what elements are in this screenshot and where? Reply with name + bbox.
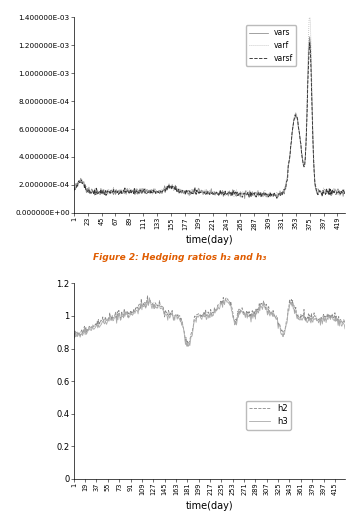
h3 bbox=[185, 343, 189, 349]
h2 bbox=[304, 318, 308, 325]
vars bbox=[80, 178, 84, 184]
vars bbox=[324, 190, 328, 196]
h3 bbox=[147, 295, 152, 301]
h2 bbox=[324, 315, 328, 321]
vars bbox=[83, 183, 87, 189]
h2 bbox=[83, 329, 87, 335]
vars bbox=[243, 195, 247, 201]
vars bbox=[343, 189, 347, 196]
X-axis label: time(day): time(day) bbox=[186, 501, 233, 511]
h2 bbox=[145, 293, 150, 299]
h2 bbox=[186, 343, 190, 349]
varsf bbox=[275, 195, 279, 201]
varsf bbox=[303, 155, 307, 161]
varf bbox=[307, 12, 312, 18]
varf bbox=[72, 188, 76, 195]
h2 bbox=[80, 326, 84, 332]
h3 bbox=[80, 330, 84, 336]
h2 bbox=[343, 320, 347, 327]
X-axis label: time(day): time(day) bbox=[186, 235, 233, 245]
h3 bbox=[83, 331, 87, 338]
varsf bbox=[83, 181, 87, 188]
varf bbox=[324, 187, 328, 193]
h3 bbox=[167, 312, 171, 319]
Line: varf: varf bbox=[74, 15, 345, 197]
h2 bbox=[72, 332, 76, 338]
varf bbox=[343, 188, 347, 194]
h3 bbox=[324, 319, 328, 326]
Line: vars: vars bbox=[74, 37, 345, 198]
h3 bbox=[304, 318, 308, 324]
Line: h3: h3 bbox=[74, 298, 345, 346]
varf bbox=[264, 194, 268, 200]
h3 bbox=[343, 326, 347, 332]
varsf bbox=[72, 187, 76, 194]
h3 bbox=[327, 312, 332, 319]
Legend: h2, h3: h2, h3 bbox=[246, 401, 291, 430]
h2 bbox=[167, 309, 171, 315]
varf bbox=[166, 184, 171, 190]
vars bbox=[166, 184, 171, 190]
h3 bbox=[72, 332, 76, 339]
varf bbox=[80, 176, 84, 183]
varsf bbox=[307, 39, 312, 46]
Line: h2: h2 bbox=[74, 296, 345, 346]
varf bbox=[303, 151, 307, 158]
Line: varsf: varsf bbox=[74, 43, 345, 198]
Text: Figure 2: Hedging ratios h₂ and h₃: Figure 2: Hedging ratios h₂ and h₃ bbox=[93, 253, 267, 262]
varf bbox=[327, 189, 332, 196]
varsf bbox=[327, 186, 332, 192]
varsf bbox=[80, 180, 84, 187]
vars bbox=[303, 155, 307, 161]
h2 bbox=[327, 314, 332, 320]
varsf bbox=[324, 189, 328, 196]
Legend: vars, varf, varsf: vars, varf, varsf bbox=[246, 25, 296, 66]
vars bbox=[307, 34, 312, 40]
varsf bbox=[343, 189, 347, 195]
varsf bbox=[166, 184, 171, 190]
vars bbox=[72, 184, 76, 190]
varf bbox=[83, 183, 87, 189]
vars bbox=[327, 188, 332, 195]
